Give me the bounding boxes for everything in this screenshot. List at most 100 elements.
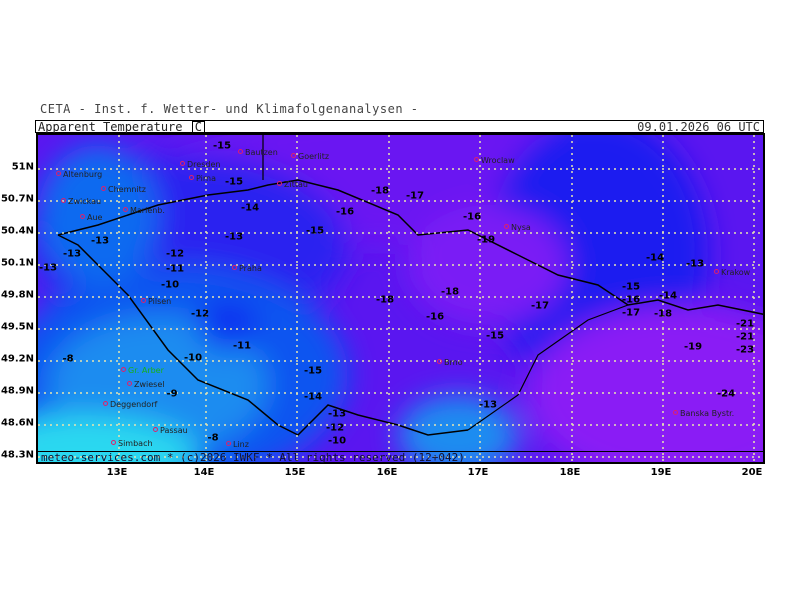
temperature-label: -18 [653,308,673,320]
parameter-label: Apparent_Temperature_ C [38,120,205,134]
institute-title: CETA - Inst. f. Wetter- und Klimafolgena… [40,102,419,116]
city-marker-icon [673,410,678,415]
city-label: Banska Bystr. [673,409,734,419]
temperature-label: -15 [303,365,323,377]
city-marker-icon [277,181,282,186]
temperature-label: -12 [165,248,185,260]
temperature-label: -10 [160,279,180,291]
temperature-label: -21 [735,318,755,330]
city-label: Zwiesel [127,380,164,390]
city-marker-icon [474,157,479,162]
lat-label: 50.7N [0,193,34,205]
temperature-label: -14 [658,290,678,302]
map-field [38,135,763,462]
temperature-label: -13 [90,235,110,247]
temperature-label: -16 [621,294,641,306]
city-label: Krakow [714,268,750,278]
lon-label: 20E [741,467,763,478]
city-marker-icon [226,441,231,446]
city-label: Dresden [180,160,220,170]
city-label: Linz [226,440,249,450]
city-marker-icon [504,224,509,229]
city-label: Praha [232,264,262,274]
city-label: Bautzen [238,148,278,158]
temperature-label: -15 [224,176,244,188]
lat-label: 48.9N [0,385,34,397]
city-label: Brno [437,358,463,368]
city-marker-icon [101,186,106,191]
lon-label: 19E [650,467,672,478]
temperature-label: -19 [683,341,703,353]
copyright-footer: meteo-services.com * (c)2026 IWKF * All … [38,451,763,464]
city-marker-icon [238,149,243,154]
city-marker-icon [291,153,296,158]
city-label: Passau [153,426,188,436]
lon-label: 18E [559,467,581,478]
city-marker-icon [189,175,194,180]
temperature-label: -16 [462,211,482,223]
temperature-label: -13 [62,248,82,260]
city-label: Chemnitz [101,185,146,195]
city-marker-icon [123,207,128,212]
temperature-label: -9 [166,388,178,400]
lat-label: 50.4N [0,225,34,237]
city-marker-icon [153,427,158,432]
city-label: Deggendorf [103,400,157,410]
temperature-label: -14 [240,202,260,214]
temperature-label: -16 [425,311,445,323]
city-label: Altenburg [56,170,102,180]
temperature-label: -18 [440,286,460,298]
city-marker-icon [121,367,126,372]
temperature-label: -13 [38,262,58,274]
city-marker-icon [141,298,146,303]
temperature-label: -15 [485,330,505,342]
lon-label: 15E [284,467,306,478]
temperature-label: -16 [335,206,355,218]
temperature-label: -21 [735,331,755,343]
temperature-label: -12 [190,308,210,320]
lat-label: 49.5N [0,321,34,333]
temperature-label: -10 [183,352,203,364]
city-label: Marienb. [123,206,165,216]
title-bar: Apparent_Temperature_ C 09.01.2026 06 UTC [35,120,764,134]
temperature-label: -17 [621,307,641,319]
city-label: Zwickau [61,197,101,207]
temperature-label: -18 [375,294,395,306]
city-marker-icon [103,401,108,406]
city-marker-icon [714,269,719,274]
temperature-label: -10 [327,435,347,447]
city-marker-icon [437,359,442,364]
lat-label: 51N [11,161,34,173]
temperature-label: -8 [62,353,74,365]
temperature-label: -11 [232,340,252,352]
temperature-label: -14 [645,252,665,264]
city-marker-icon [180,161,185,166]
temperature-label: -15 [305,225,325,237]
temperature-label: -15 [212,140,232,152]
city-marker-icon [232,265,237,270]
temperature-label: -13 [224,231,244,243]
lon-label: 16E [376,467,398,478]
city-label: Gr. Arber [121,366,164,376]
temperature-label: -12 [325,422,345,434]
temperature-label: -17 [405,190,425,202]
lat-label: 50.1N [0,257,34,269]
lon-label: 17E [467,467,489,478]
lat-label: 49.8N [0,289,34,301]
temperature-label: -24 [716,388,736,400]
lon-label: 13E [106,467,128,478]
temperature-label: -23 [735,344,755,356]
temperature-map [36,133,765,464]
temperature-label: -17 [530,300,550,312]
city-marker-icon [61,198,66,203]
city-label: Pirna [189,174,216,184]
lon-label: 14E [193,467,215,478]
city-label: Aue [80,213,102,223]
lat-label: 48.6N [0,417,34,429]
city-label: Goerlitz [291,152,329,162]
temperature-label: -13 [685,258,705,270]
city-label: Zittau [277,180,308,190]
temperature-label: -15 [621,281,641,293]
temperature-label: -14 [303,391,323,403]
temperature-label: -11 [165,263,185,275]
